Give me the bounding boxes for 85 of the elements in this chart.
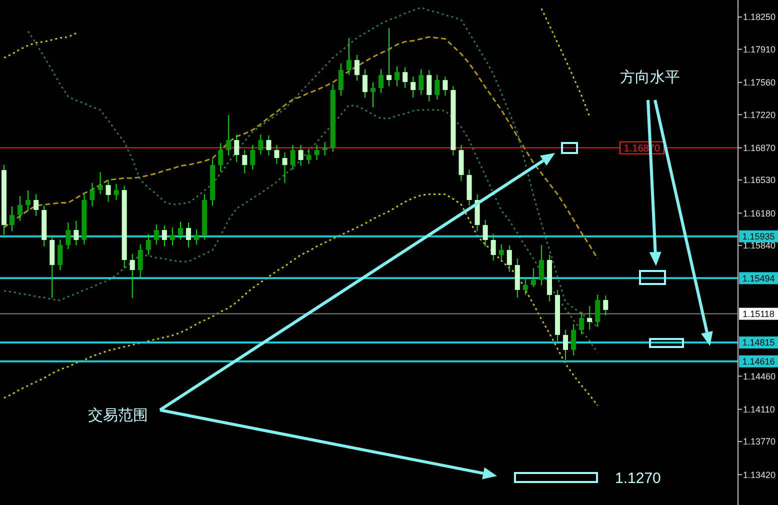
y-tick-label: 1.17560 <box>743 78 776 88</box>
candlestick <box>530 268 536 288</box>
ref-line-label: 1.15494 <box>742 273 775 284</box>
candlestick <box>66 222 71 250</box>
candlestick <box>338 62 344 96</box>
candlestick <box>154 224 159 245</box>
y-tick-label: 1.13420 <box>743 470 776 480</box>
candlestick <box>346 38 352 76</box>
candlestick <box>603 295 608 316</box>
candlestick <box>442 76 448 96</box>
candlestick <box>354 54 360 82</box>
candlestick <box>218 142 224 172</box>
candlestick <box>74 220 79 246</box>
line-series <box>3 36 598 260</box>
candlestick <box>138 244 143 278</box>
candlestick <box>106 180 111 202</box>
candlestick <box>98 172 103 195</box>
candlestick <box>571 324 576 356</box>
candlestick <box>250 144 256 170</box>
candlestick <box>322 142 328 156</box>
y-tick-label: 1.13770 <box>743 436 776 447</box>
candlestick <box>58 239 63 271</box>
candlestick <box>178 221 183 240</box>
ref-line-label: 1.14815 <box>742 338 775 348</box>
candlestick <box>26 190 31 212</box>
annotation: 交易范围 <box>88 407 148 424</box>
y-tick-label: 1.16180 <box>743 208 776 218</box>
ref-line-label: 1.15935 <box>742 232 775 242</box>
candlestick <box>522 277 528 296</box>
candlestick <box>226 114 232 156</box>
candlestick <box>579 311 584 335</box>
y-tick-label: 1.14110 <box>743 404 775 414</box>
annotation: 方向水平 <box>620 69 680 86</box>
y-tick-label: 1.16870 <box>743 142 776 153</box>
candlestick <box>274 144 280 164</box>
ref-line-label: 1.14616 <box>742 356 775 367</box>
candlestick <box>410 76 416 98</box>
candlestick <box>282 152 288 184</box>
candlestick <box>170 226 175 246</box>
candlestick <box>130 253 135 298</box>
y-tick-label: 1.14460 <box>743 371 776 382</box>
y-tick-label: 1.18250 <box>743 12 776 22</box>
candlestick <box>418 68 424 96</box>
candlestick <box>595 294 600 328</box>
y-tick-label: 1.17220 <box>743 110 776 120</box>
line-series <box>3 104 598 354</box>
y-tick-label: 1.16530 <box>743 175 776 186</box>
line-series <box>3 193 598 406</box>
candlestick <box>563 329 568 360</box>
candlestick <box>234 134 240 163</box>
candlestick <box>162 224 167 247</box>
candlestick <box>434 74 440 100</box>
y-tick-label: 1.15840 <box>743 240 776 251</box>
candlestick <box>314 144 320 161</box>
candlestick <box>194 228 200 245</box>
candlestick <box>482 219 488 247</box>
line-series <box>27 6 598 328</box>
candlestick <box>146 234 151 256</box>
y-tick-label: 1.17910 <box>743 44 776 54</box>
candlestick <box>490 234 496 262</box>
candlestick <box>306 148 312 164</box>
candlestick <box>498 244 504 262</box>
candlestick <box>378 68 384 94</box>
candlestick <box>34 194 39 217</box>
candlestick <box>426 70 432 102</box>
candlestick <box>186 222 192 248</box>
candlestick <box>290 144 296 170</box>
candlestick <box>258 134 264 155</box>
candlestick <box>266 134 272 156</box>
ref-line-label: 1.15118 <box>742 308 774 319</box>
candlestick <box>10 206 15 232</box>
candlestick <box>18 196 23 222</box>
candlestick <box>242 149 248 174</box>
candlestick <box>370 82 376 108</box>
candlestick <box>298 144 304 166</box>
candlestick <box>402 66 408 89</box>
candlestick <box>506 244 512 272</box>
candlestick <box>394 66 400 87</box>
candlestick <box>362 68 368 98</box>
candlestick <box>538 244 544 286</box>
candlestick <box>386 28 392 87</box>
annotation: 1.1270 <box>615 470 661 487</box>
candlestick <box>114 183 119 200</box>
candlestick <box>90 182 95 208</box>
candlestick <box>587 306 592 330</box>
